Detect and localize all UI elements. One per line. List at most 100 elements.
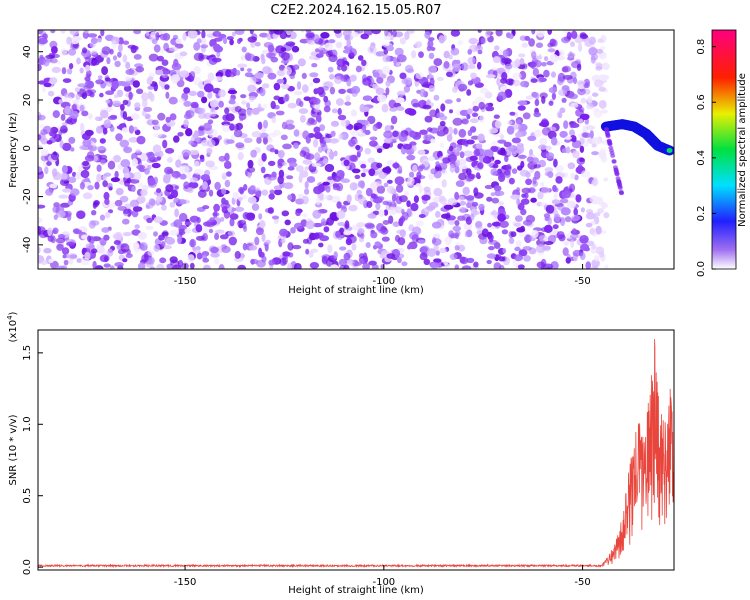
noise-blob [364, 222, 375, 229]
spectrogram-panel: -150 -100 -50 -40 -20 0 20 40 Height of straig… [8, 29, 675, 296]
noise-blob [104, 172, 112, 177]
noise-blob [382, 54, 391, 63]
noise-blob [218, 100, 225, 108]
noise-blob [423, 258, 431, 266]
noise-blob [96, 244, 102, 252]
noise-blob [475, 220, 483, 228]
noise-blob [207, 91, 213, 99]
noise-blob [459, 109, 470, 117]
noise-blob [161, 59, 169, 66]
noise-blob [109, 114, 118, 119]
noise-blob [587, 95, 593, 104]
colorbar-tick-label: 0.0 [696, 261, 707, 277]
noise-blob [141, 98, 148, 108]
noise-blob [327, 66, 334, 73]
noise-blob [434, 196, 440, 204]
noise-blob [421, 194, 431, 201]
noise-blob [38, 134, 42, 140]
noise-blob [450, 47, 460, 56]
noise-blob [248, 245, 258, 251]
noise-blob [201, 30, 206, 39]
noise-blob [466, 139, 475, 145]
noise-blob [234, 206, 245, 212]
y-tick-label: 0 [22, 145, 33, 151]
noise-blob [262, 66, 271, 75]
noise-blob [401, 211, 409, 221]
noise-blob [173, 219, 183, 228]
noise-blob [42, 85, 46, 93]
noise-blob [272, 129, 282, 136]
noise-blob [564, 136, 572, 140]
noise-blob [376, 180, 383, 187]
noise-blob [44, 166, 49, 175]
noise-blob [428, 156, 435, 161]
noise-blob [94, 116, 99, 121]
noise-blob [182, 32, 187, 41]
noise-blob [495, 30, 503, 37]
noise-blob [248, 95, 257, 101]
noise-blob [96, 173, 102, 183]
noise-blob [575, 194, 582, 203]
noise-blob [544, 241, 554, 245]
noise-blob [535, 42, 544, 48]
noise-blob [103, 263, 111, 268]
noise-blob [148, 53, 159, 62]
noise-blob [485, 74, 496, 79]
noise-blob [457, 244, 466, 252]
noise-blob [65, 119, 72, 124]
noise-blob [76, 57, 81, 65]
noise-blob [257, 121, 263, 130]
noise-blob [595, 225, 602, 235]
noise-blob [131, 158, 138, 167]
signal-tail-blob [607, 141, 613, 146]
noise-blob [362, 168, 370, 173]
noise-blob [213, 43, 221, 52]
noise-blob [473, 210, 480, 216]
noise-blob [595, 48, 604, 54]
noise-blob [183, 87, 191, 94]
noise-blob [472, 105, 480, 112]
noise-blob [71, 171, 77, 177]
noise-blob [93, 201, 99, 208]
noise-blob [306, 32, 315, 38]
noise-blob [428, 52, 435, 60]
noise-blob [65, 254, 71, 259]
noise-blob [209, 217, 215, 223]
noise-blob [270, 100, 276, 110]
noise-blob [273, 95, 281, 101]
noise-blob [151, 119, 159, 126]
noise-blob [100, 109, 109, 119]
noise-blob [232, 192, 240, 200]
noise-blob [487, 222, 492, 228]
noise-blob [536, 30, 545, 38]
noise-blob [131, 186, 136, 192]
noise-blob [478, 101, 486, 110]
noise-blob [69, 110, 79, 119]
noise-blob [370, 231, 378, 239]
noise-blob [375, 51, 386, 57]
noise-blob [162, 245, 172, 250]
noise-blob [111, 100, 122, 107]
noise-blob [85, 64, 91, 72]
noise-blob [114, 262, 124, 267]
noise-blob [210, 246, 219, 254]
noise-blob [287, 166, 295, 171]
noise-blob [373, 194, 378, 200]
noise-blob [466, 229, 473, 238]
noise-blob [365, 242, 371, 248]
noise-blob [521, 193, 526, 198]
noise-blob [458, 172, 467, 181]
noise-blob [494, 120, 502, 129]
noise-blob [473, 261, 479, 268]
noise-blob [589, 227, 595, 235]
noise-blob [263, 42, 274, 48]
noise-blob [543, 69, 550, 78]
noise-blob [123, 172, 130, 179]
noise-blob [476, 61, 482, 70]
noise-blob [570, 123, 580, 128]
noise-blob [435, 161, 440, 166]
noise-blob [548, 100, 554, 106]
noise-blob [315, 87, 323, 93]
noise-blob [453, 127, 458, 135]
noise-blob [381, 65, 391, 75]
